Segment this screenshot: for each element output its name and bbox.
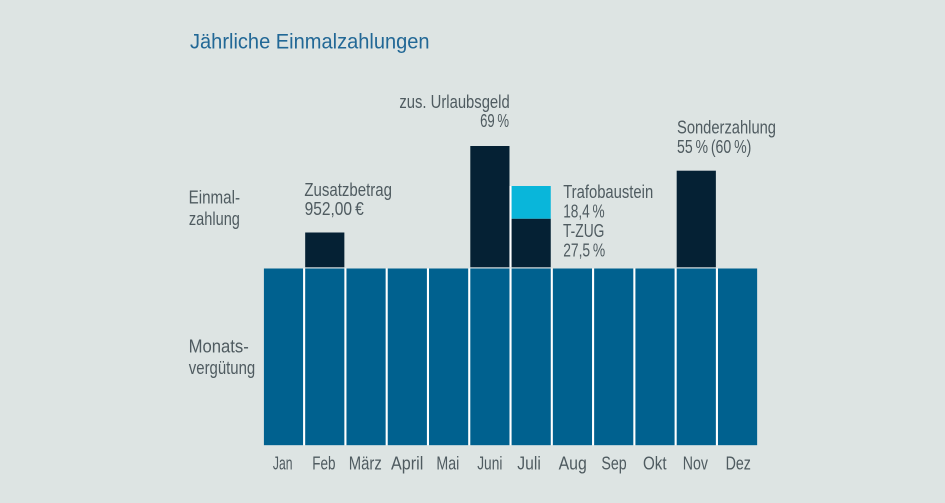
svg-text:Juli: Juli <box>517 454 541 474</box>
svg-text:Dez: Dez <box>726 454 751 474</box>
svg-text:Sep: Sep <box>601 454 626 474</box>
svg-text:Zusatzbetrag: Zusatzbetrag <box>304 180 392 200</box>
svg-text:März: März <box>349 454 382 474</box>
svg-text:Juni: Juni <box>477 454 502 474</box>
svg-text:Feb: Feb <box>312 454 335 474</box>
svg-text:April: April <box>391 454 423 474</box>
svg-text:Aug: Aug <box>559 454 587 474</box>
svg-text:Mai: Mai <box>436 454 459 474</box>
svg-text:Einmal-: Einmal- <box>189 188 240 208</box>
svg-text:Sonderzahlung: Sonderzahlung <box>677 117 776 137</box>
svg-text:Jan: Jan <box>273 454 293 474</box>
svg-text:T-ZUG: T-ZUG <box>563 221 604 241</box>
svg-text:Jährliche Einmalzahlungen: Jährliche Einmalzahlungen <box>190 31 430 54</box>
svg-text:Nov: Nov <box>683 454 708 474</box>
svg-text:Monats-: Monats- <box>189 336 249 356</box>
svg-text:952,00 €: 952,00 € <box>305 199 364 219</box>
svg-text:zahlung: zahlung <box>189 209 240 229</box>
svg-text:27,5 %: 27,5 % <box>563 241 605 261</box>
svg-text:Trafobaustein: Trafobaustein <box>563 182 653 202</box>
svg-text:18,4 %: 18,4 % <box>563 201 604 221</box>
svg-text:55 % (60 %): 55 % (60 %) <box>677 137 751 157</box>
svg-text:vergütung: vergütung <box>189 358 255 378</box>
svg-text:zus. Urlaubsgeld: zus. Urlaubsgeld <box>399 92 509 112</box>
svg-text:Okt: Okt <box>643 454 667 474</box>
svg-text:69 %: 69 % <box>480 111 509 131</box>
